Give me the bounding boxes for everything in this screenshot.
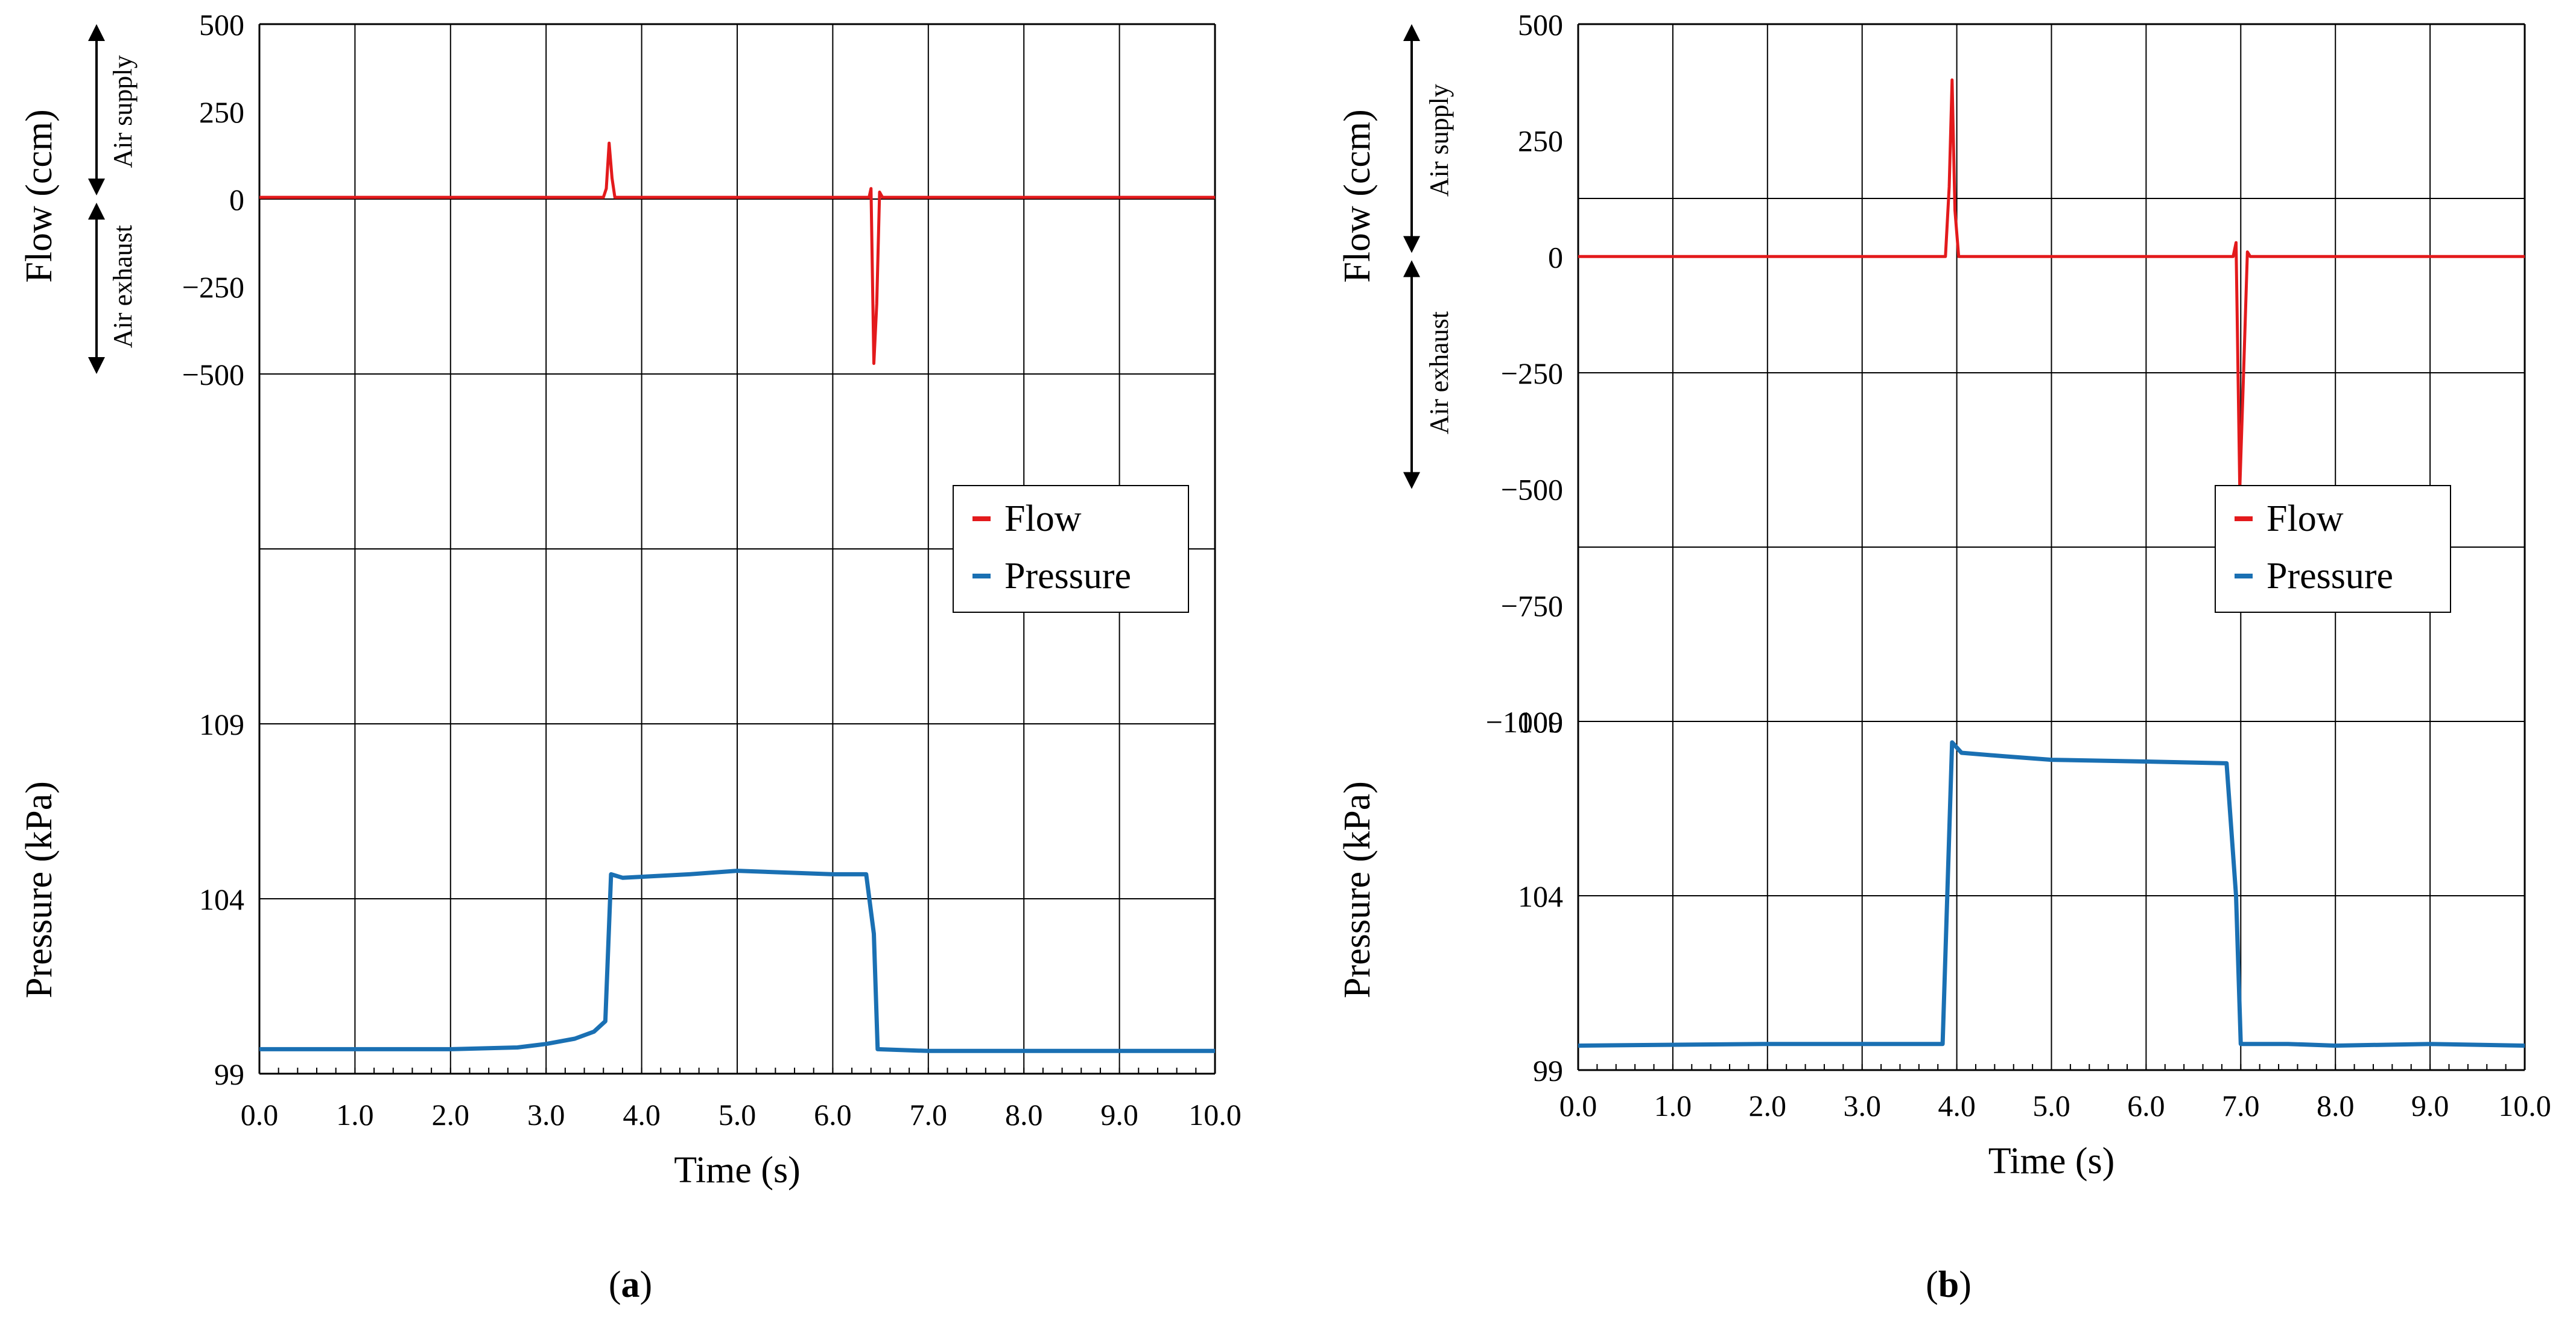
supply-arrow-head <box>88 24 105 41</box>
x-tick-label: 10.0 <box>2498 1089 2551 1123</box>
flow-tick-label: −750 <box>1501 589 1563 622</box>
supply-arrow-head <box>1403 236 1420 253</box>
exhaust-arrow-head <box>1403 472 1420 489</box>
x-tick-label: 8.0 <box>2317 1089 2355 1123</box>
pressure-axis-label: Pressure (kPa) <box>19 781 60 998</box>
flow-series-line <box>1578 78 2525 491</box>
supply-arrow-head <box>1403 24 1420 41</box>
legend-label-flow: Flow <box>1004 498 1082 539</box>
panel-label: (b) <box>1926 1264 1972 1305</box>
x-tick-label: 7.0 <box>2222 1089 2260 1123</box>
pressure-tick-label: 99 <box>1533 1054 1563 1088</box>
flow-tick-label: 250 <box>1518 124 1563 158</box>
panel-label: (a) <box>609 1264 652 1305</box>
legend-label-pressure: Pressure <box>1004 556 1131 597</box>
flow-tick-label: −250 <box>1501 356 1563 390</box>
pressure-tick-label: 104 <box>1518 879 1563 913</box>
exhaust-arrow-head <box>1403 260 1420 277</box>
flow-tick-label: 500 <box>1518 8 1563 42</box>
flow-tick-label: −250 <box>182 270 244 304</box>
pressure-tick-label: 99 <box>214 1057 244 1091</box>
pressure-axis-label: Pressure (kPa) <box>1337 781 1378 998</box>
supply-label: Air supply <box>108 55 138 168</box>
x-tick-label: 3.0 <box>1843 1089 1881 1123</box>
x-tick-label: 1.0 <box>1654 1089 1692 1123</box>
flow-tick-label: −500 <box>182 358 244 391</box>
pressure-series-line <box>259 869 1215 1053</box>
x-tick-label: 9.0 <box>1100 1098 1138 1132</box>
exhaust-label: Air exhaust <box>108 225 138 348</box>
flow-tick-label: −1000 <box>1486 705 1563 739</box>
legend-label-flow: Flow <box>2267 498 2344 539</box>
x-tick-label: 1.0 <box>336 1098 374 1132</box>
x-tick-label: 10.0 <box>1188 1098 1242 1132</box>
flow-tick-label: 250 <box>199 95 244 129</box>
x-tick-label: 2.0 <box>432 1098 470 1132</box>
x-tick-label: 4.0 <box>623 1098 661 1132</box>
flow-axis-label: Flow (ccm) <box>19 109 60 283</box>
flow-series-line <box>259 141 1215 366</box>
legend-box <box>2215 485 2451 613</box>
x-axis-label: Time (s) <box>1988 1141 2115 1182</box>
x-tick-label: 3.0 <box>527 1098 565 1132</box>
x-tick-label: 7.0 <box>910 1098 948 1132</box>
flow-tick-label: 0 <box>1548 240 1563 274</box>
x-tick-label: 6.0 <box>814 1098 852 1132</box>
x-tick-label: 0.0 <box>241 1098 279 1132</box>
pressure-tick-label: 104 <box>199 882 244 916</box>
flow-axis-label: Flow (ccm) <box>1337 109 1378 283</box>
exhaust-arrow-head <box>88 203 105 220</box>
x-tick-label: 4.0 <box>1938 1089 1976 1123</box>
flow-tick-label: 0 <box>229 183 244 217</box>
flow-tick-label: 500 <box>199 8 244 42</box>
flow-tick-label: −500 <box>1501 473 1563 507</box>
x-tick-label: 8.0 <box>1005 1098 1043 1132</box>
x-axis-label: Time (s) <box>674 1150 801 1191</box>
pressure-tick-label: 109 <box>199 708 244 741</box>
x-tick-label: 6.0 <box>2127 1089 2165 1123</box>
exhaust-arrow-head <box>88 357 105 374</box>
legend-box <box>953 485 1189 613</box>
x-tick-label: 5.0 <box>2032 1089 2070 1123</box>
x-tick-label: 5.0 <box>719 1098 757 1132</box>
exhaust-label: Air exhaust <box>1424 311 1454 434</box>
legend-label-pressure: Pressure <box>2267 556 2393 597</box>
x-tick-label: 9.0 <box>2411 1089 2449 1123</box>
x-tick-label: 0.0 <box>1559 1089 1597 1123</box>
pressure-series-line <box>1578 740 2525 1048</box>
x-tick-label: 2.0 <box>1749 1089 1787 1123</box>
chart-panel-a: 500 250 0 −250 −500 109 104 99 0.0 1.0 2.0 3.0 4.0 5.… <box>19 8 1242 1305</box>
supply-arrow-head <box>88 179 105 195</box>
supply-label: Air supply <box>1424 84 1454 197</box>
pressure-tick-label: 109 <box>1518 705 1563 739</box>
